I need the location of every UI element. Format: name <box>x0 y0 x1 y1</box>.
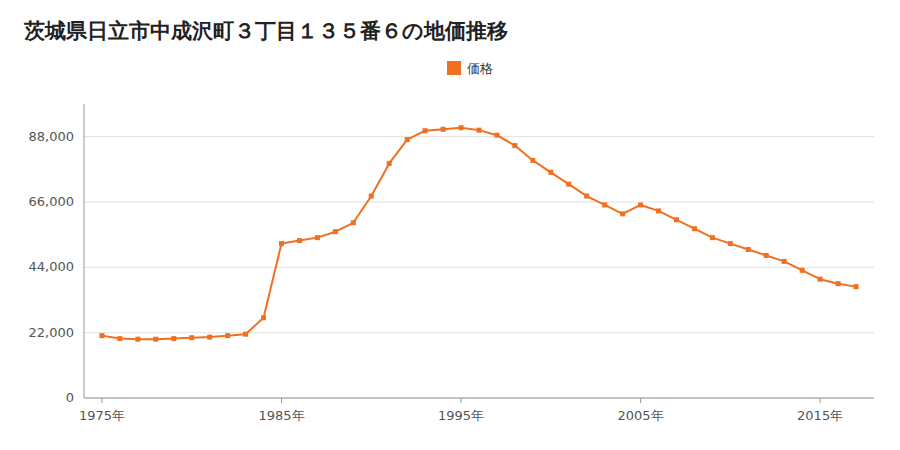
marker <box>135 337 140 342</box>
marker <box>818 277 823 282</box>
legend-swatch <box>447 61 461 75</box>
marker <box>441 127 446 132</box>
x-tick-label: 2005年 <box>618 408 664 423</box>
grid <box>84 137 874 398</box>
marker <box>387 161 392 166</box>
marker <box>297 238 302 243</box>
marker <box>405 137 410 142</box>
marker <box>548 170 553 175</box>
marker <box>279 241 284 246</box>
marker <box>584 194 589 199</box>
chart: 茨城県日立市中成沢町３丁目１３５番６の地価推移 0 22,000 44,000 66,0… <box>0 0 900 450</box>
x-tick <box>820 398 821 403</box>
legend: 価格 <box>447 61 493 76</box>
title: 茨城県日立市中成沢町３丁目１３５番６の地価推移 <box>23 19 508 43</box>
legend-label: 価格 <box>467 61 493 76</box>
marker <box>369 194 374 199</box>
x-tick <box>461 398 462 403</box>
marker <box>728 241 733 246</box>
marker <box>638 202 643 207</box>
grid-line <box>84 267 874 268</box>
grid-line <box>84 332 874 333</box>
x-tick-label: 1985年 <box>258 408 304 423</box>
marker <box>117 336 122 341</box>
x-tick <box>640 398 641 403</box>
marker <box>566 182 571 187</box>
marker <box>207 335 212 340</box>
y-tick-label: 88,000 <box>29 129 75 144</box>
marker <box>530 158 535 163</box>
marker <box>764 253 769 258</box>
marker <box>620 211 625 216</box>
line <box>102 128 856 339</box>
marker <box>153 337 158 342</box>
grid-line <box>84 136 874 137</box>
marker <box>602 202 607 207</box>
marker <box>99 333 104 338</box>
x-tick <box>281 398 282 403</box>
marker <box>512 143 517 148</box>
x-tick <box>101 398 102 403</box>
x-tick-label: 1995年 <box>438 408 484 423</box>
x-tick-label: 2015年 <box>797 408 843 423</box>
marker <box>656 208 661 213</box>
y-tick-label: 0 <box>66 390 74 405</box>
y-tick-label: 66,000 <box>29 194 75 209</box>
y-tick-label: 44,000 <box>29 259 75 274</box>
marker <box>171 336 176 341</box>
marker <box>710 235 715 240</box>
marker <box>423 128 428 133</box>
marker <box>351 220 356 225</box>
marker <box>854 284 859 289</box>
marker <box>225 333 230 338</box>
x-axis-line <box>84 398 874 399</box>
y-axis-line <box>84 104 85 398</box>
marker <box>243 332 248 337</box>
marker <box>459 125 464 130</box>
marker <box>333 229 338 234</box>
plot-area <box>99 125 858 341</box>
marker <box>189 335 194 340</box>
y-tick-label: 22,000 <box>29 325 75 340</box>
marker <box>782 259 787 264</box>
marker <box>692 226 697 231</box>
marker <box>836 281 841 286</box>
marker <box>494 133 499 138</box>
grid-line <box>84 202 874 203</box>
marker <box>674 217 679 222</box>
x-tick-label: 1975年 <box>79 408 125 423</box>
marker <box>477 128 482 133</box>
grid-line <box>84 398 874 399</box>
marker <box>746 247 751 252</box>
marker <box>261 315 266 320</box>
marker <box>315 235 320 240</box>
marker <box>800 268 805 273</box>
